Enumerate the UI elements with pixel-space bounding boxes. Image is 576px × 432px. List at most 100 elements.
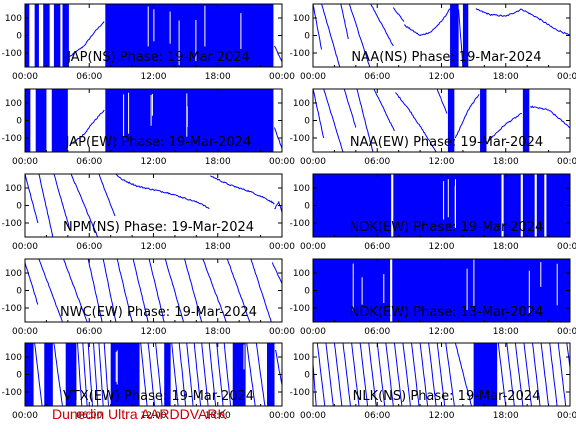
noise-gap [151, 93, 153, 116]
phase-trace [392, 7, 405, 22]
noise-band [480, 89, 487, 152]
phase-trace [445, 343, 455, 406]
y-tick-label: 0 [16, 287, 22, 297]
x-tick-label: 18:00 [205, 411, 231, 421]
phase-trace [373, 89, 395, 132]
phase-trace [530, 105, 570, 128]
phase-trace [193, 343, 202, 406]
phase-trace [82, 343, 88, 406]
x-tick-label: 00:00 [300, 327, 326, 337]
phase-trace [25, 174, 39, 224]
phase-trace [313, 89, 325, 139]
phase-trace [368, 343, 377, 406]
noise-gap [240, 13, 242, 49]
phase-trace [419, 343, 429, 406]
noise-gap [556, 263, 558, 306]
noise-band [232, 343, 246, 406]
x-tick-label: 00:00 [557, 327, 576, 337]
noise-gap [383, 274, 385, 304]
phase-trace [53, 343, 63, 406]
phase-trace [226, 259, 251, 322]
phase-trace [201, 343, 209, 406]
phase-trace [93, 343, 99, 406]
panels-layer: 100 0 -100 00:00 06:00 12:00 18:00 00:00 JAP(NS)… [2, 3, 576, 421]
phase-trace [514, 343, 524, 406]
phase-trace [376, 343, 386, 406]
phase-trace [566, 343, 570, 368]
phase-trace [333, 343, 343, 406]
noise-band [313, 174, 392, 237]
x-tick-label: 12:00 [141, 411, 167, 421]
panel-title: NWC(EW) Phase: 19-Mar-2024 [60, 305, 257, 320]
noise-gap [186, 93, 188, 137]
phase-trace [87, 343, 93, 406]
phase-trace [454, 94, 480, 139]
phase-trace [148, 259, 165, 322]
x-tick-label: 00:00 [12, 157, 38, 167]
x-tick-label: 00:00 [557, 72, 576, 82]
phase-trace [458, 9, 464, 67]
noise-band [267, 343, 275, 406]
noise-gap [447, 179, 449, 218]
phase-trace [404, 5, 453, 37]
x-tick-label: 00:00 [12, 327, 38, 337]
x-tick-label: 18:00 [493, 411, 519, 421]
phase-trace [359, 343, 369, 406]
noise-band [110, 343, 140, 406]
phase-trace [77, 343, 83, 406]
noise-band [25, 343, 34, 406]
noise-gap [178, 20, 180, 66]
noise-band [462, 4, 469, 67]
phase-trace [497, 343, 507, 406]
x-tick-label: 00:00 [12, 242, 38, 252]
phase-trace [540, 343, 550, 406]
x-tick-label: 12:00 [141, 327, 167, 337]
x-tick-label: 00:00 [557, 411, 576, 421]
noise-gap [123, 94, 125, 140]
noise-gap [361, 277, 363, 305]
y-tick-label: -100 [290, 304, 311, 314]
y-tick-label: 0 [304, 202, 310, 212]
phase-trace [436, 343, 446, 406]
noise-gap [116, 350, 118, 385]
phase-trace [411, 343, 420, 406]
panel-title: NAA(EW) Phase: 19-Mar-2024 [350, 135, 543, 150]
x-tick-label: 06:00 [364, 411, 390, 421]
noise-band [105, 89, 274, 152]
x-tick-label: 06:00 [76, 72, 102, 82]
phase-trace [250, 259, 272, 322]
panel-title: JAP(EW) Phase: 19-Mar-2024 [65, 135, 252, 150]
phase-trace [147, 343, 156, 406]
y-tick-label: 0 [304, 32, 310, 42]
phase-trace [132, 259, 149, 322]
panel-title: NDK(EW) Phase: 13-Mar-2024 [350, 305, 544, 320]
noise-band [65, 343, 77, 406]
phase-trace [274, 45, 282, 63]
noise-band [35, 89, 47, 152]
phase-trace [323, 89, 344, 152]
phase-trace [53, 174, 71, 231]
noise-gap [540, 262, 542, 287]
x-tick-label: 12:00 [141, 242, 167, 252]
noise-gap [128, 92, 130, 134]
x-tick-label: 00:00 [269, 72, 295, 82]
chart-panel-6: 100 0 -100 00:00 06:00 12:00 18:00 00:00 NDK(EW)… [290, 173, 576, 252]
y-tick-label: 100 [293, 269, 310, 279]
phase-trace [549, 343, 558, 406]
phase-trace [69, 21, 105, 57]
noise-band [522, 174, 535, 237]
phase-trace [103, 343, 109, 406]
chart-panel-5: 100 0 -100 00:00 06:00 12:00 18:00 00:00 NPM(NS)… [2, 173, 295, 252]
noise-band [43, 4, 50, 67]
x-tick-label: 00:00 [269, 157, 295, 167]
y-tick-label: 0 [304, 117, 310, 127]
phase-trace [184, 259, 203, 322]
phase-trace [38, 259, 63, 322]
noise-gap [352, 263, 354, 311]
phase-trace [342, 343, 351, 406]
y-tick-label: -100 [2, 134, 23, 144]
y-tick-label: 100 [293, 184, 310, 194]
phase-trace [202, 259, 227, 322]
y-tick-label: 0 [16, 117, 22, 127]
phase-trace [70, 174, 99, 237]
